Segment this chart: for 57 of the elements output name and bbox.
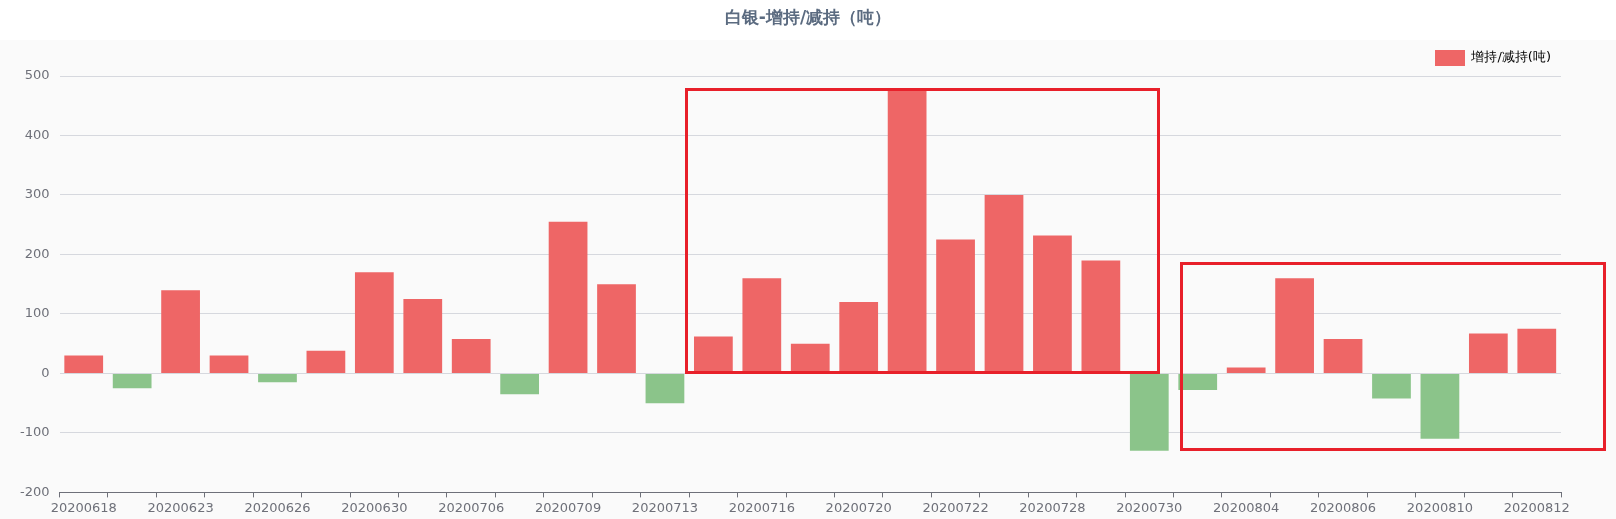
y-tick-label: 0: [41, 364, 50, 380]
y-tick-label: -200: [19, 483, 50, 499]
bar: [1372, 373, 1411, 399]
y-tick-label: 100: [24, 305, 50, 321]
x-tick-label: 20200623: [147, 499, 214, 515]
bar: [209, 355, 249, 373]
x-tick-label: 20200618: [50, 499, 117, 515]
x-tick-label: 20200806: [1309, 499, 1377, 515]
bar: [694, 336, 733, 373]
bar: [500, 373, 540, 395]
bar: [1129, 373, 1169, 451]
bar: [1178, 373, 1218, 391]
bar: [1275, 278, 1314, 373]
x-tick-label: 20200709: [534, 499, 602, 515]
bar: [451, 338, 491, 373]
y-tick-label: 500: [24, 67, 50, 83]
bar: [1081, 260, 1121, 373]
bar: [1033, 235, 1072, 373]
bar: [839, 302, 879, 373]
bar: [936, 239, 975, 373]
x-tick-label: 20200728: [1019, 499, 1086, 515]
bar: [1226, 367, 1266, 373]
bar: [64, 355, 104, 373]
x-tick-label: 20200713: [631, 499, 699, 515]
x-tick-label: 20200730: [1116, 499, 1183, 515]
bar: [790, 343, 830, 373]
bar: [1420, 373, 1460, 439]
x-tick-label: 20200812: [1503, 499, 1570, 515]
legend-label: 增持/减持(吨): [1470, 49, 1552, 65]
x-tick-label: 20200720: [825, 499, 892, 515]
x-tick-label: 20200722: [922, 499, 989, 515]
bar: [354, 272, 394, 373]
y-tick-label: 300: [24, 186, 50, 202]
y-tick-label: 400: [24, 126, 50, 142]
bar: [258, 373, 297, 383]
bar: [112, 373, 152, 389]
x-tick-label: 20200630: [341, 499, 408, 515]
bar: [548, 221, 588, 373]
bar: [742, 278, 782, 373]
y-tick-label: 200: [24, 245, 50, 261]
bar: [403, 299, 443, 373]
x-tick-label: 20200810: [1406, 499, 1473, 515]
bar: [1323, 338, 1363, 373]
x-tick-label: 20200716: [728, 499, 795, 515]
bar: [984, 194, 1024, 373]
bar: [1468, 333, 1508, 373]
bar: [645, 373, 685, 404]
bar: [887, 89, 927, 373]
x-tick-label: 20200626: [244, 499, 311, 515]
bar: [306, 350, 346, 373]
bar: [597, 284, 636, 373]
bar: [1517, 328, 1557, 373]
bar: [161, 290, 200, 373]
chart-title: 白银-增持/减持（吨）: [723, 6, 893, 29]
x-tick-label: 20200804: [1213, 499, 1280, 515]
y-tick-label: -100: [19, 424, 50, 440]
x-tick-label: 20200706: [438, 499, 505, 515]
